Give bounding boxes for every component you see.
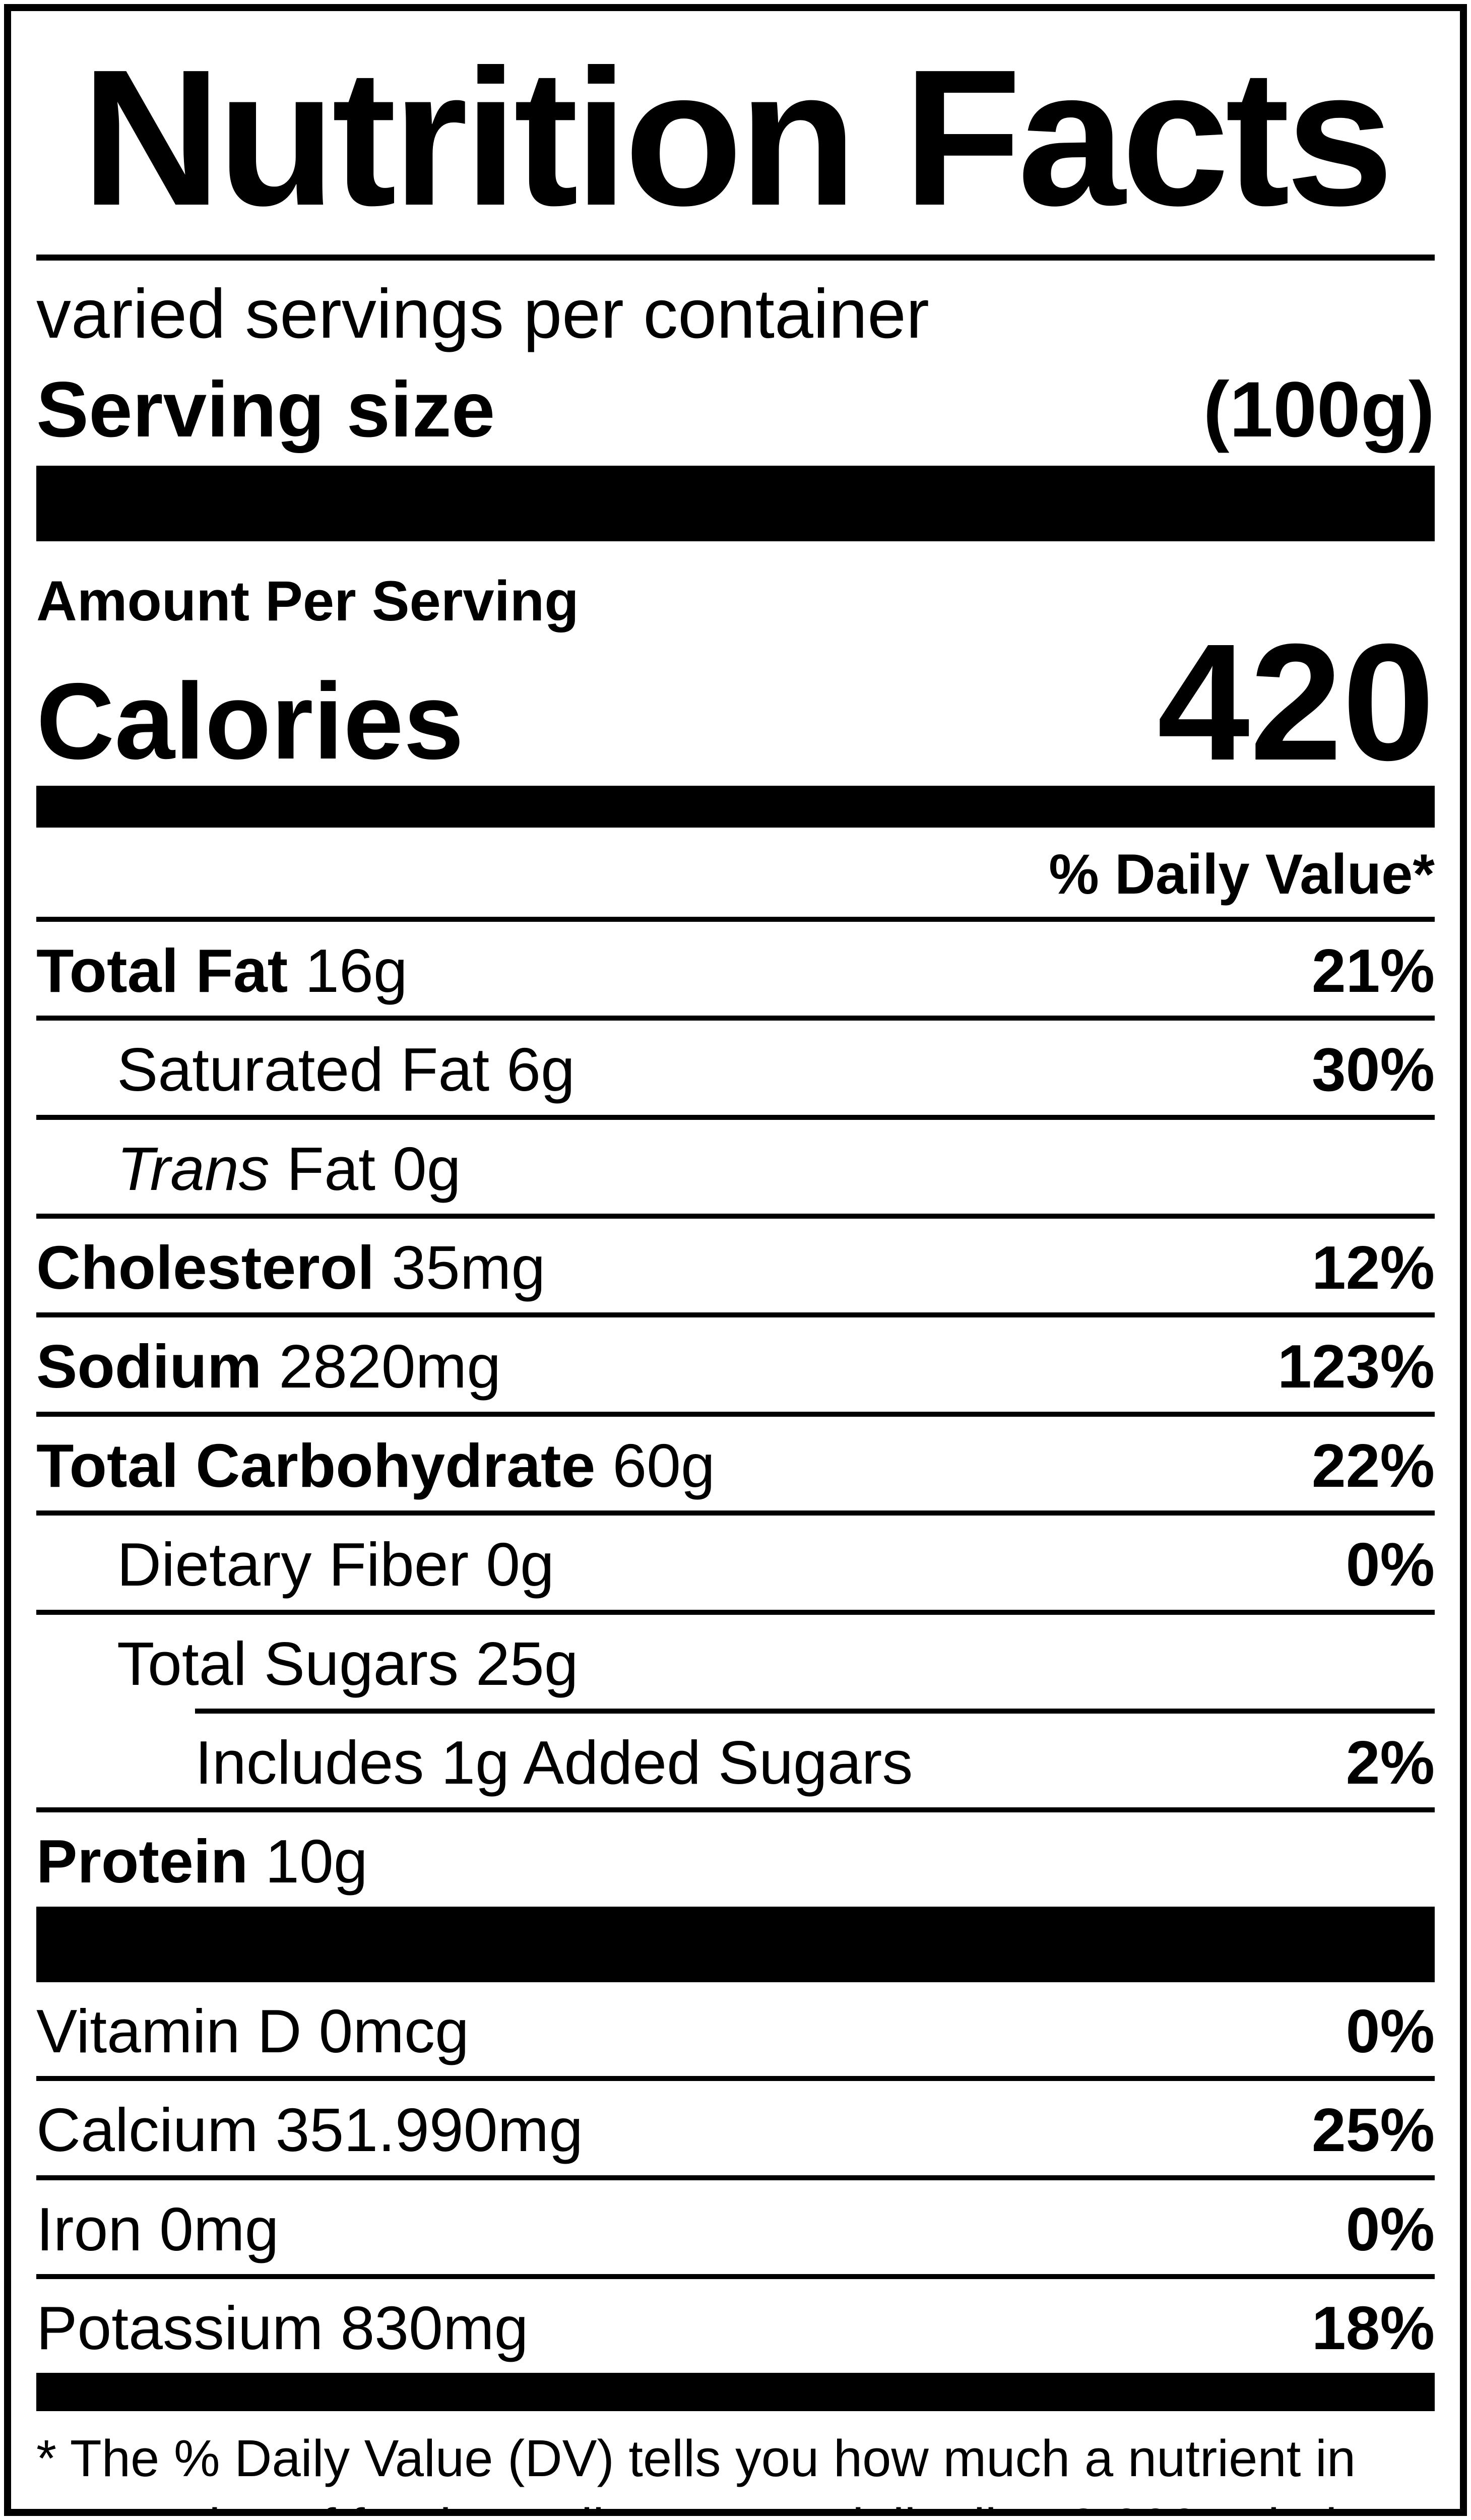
title-divider xyxy=(36,254,1435,261)
nutrition-facts-label: Nutrition Facts varied servings per cont… xyxy=(4,4,1467,2516)
nutrient-name: Sodium 2820mg xyxy=(36,1332,501,1401)
footnote-line: a serving of food contributes to a daily… xyxy=(36,2493,1435,2509)
nutrient-amount: 351.990mg xyxy=(258,2096,584,2165)
section-bar-serving xyxy=(36,465,1435,541)
footnote: * The % Daily Value (DV) tells you how m… xyxy=(36,2424,1435,2509)
nutrient-rows: Total Fat 16g 21% Saturated Fat 6g 30% Trans… xyxy=(36,916,1435,1907)
nutrient-row: Includes 1g Added Sugars 2% xyxy=(36,1714,1435,1807)
row-divider xyxy=(36,1609,1435,1615)
nutrient-amount: 830mg xyxy=(323,2293,529,2362)
nutrient-amount: 60g xyxy=(595,1431,715,1500)
nutrient-row: Sodium 2820mg 123% xyxy=(36,1317,1435,1411)
nutrient-name: Total Sugars 25g xyxy=(117,1629,579,1698)
nutrient-name: Cholesterol 35mg xyxy=(36,1233,546,1302)
calories-value: 420 xyxy=(1157,608,1435,795)
servings-per-container: varied servings per container xyxy=(36,275,929,353)
nutrient-row: Total Carbohydrate 60g 22% xyxy=(36,1417,1435,1510)
nutrient-dv: 0% xyxy=(1346,1996,1435,2065)
amount-per-serving: Amount Per Serving xyxy=(36,569,579,633)
nutrient-dv: 22% xyxy=(1311,1431,1435,1500)
nutrient-amount: 25g xyxy=(459,1629,579,1698)
serving-size-label: Serving size xyxy=(36,366,495,454)
calories-row: Calories 420 xyxy=(36,608,1435,795)
nutrient-name: Calcium 351.990mg xyxy=(36,2096,584,2165)
nutrient-dv: 0% xyxy=(1346,2194,1435,2263)
row-divider xyxy=(36,2076,1435,2082)
nutrient-name: Includes 1g Added Sugars xyxy=(195,1728,913,1797)
row-divider xyxy=(36,916,1435,922)
row-divider xyxy=(36,1312,1435,1318)
row-divider xyxy=(195,1708,1435,1714)
nutrient-amount: 2820mg xyxy=(262,1332,501,1401)
row-divider xyxy=(36,1411,1435,1417)
micronutrient-rows: Vitamin D 0mcg 0% Calcium 351.990mg 25% Iron… xyxy=(36,1982,1435,2373)
row-divider xyxy=(36,2274,1435,2279)
nutrient-name: Trans Fat 0g xyxy=(117,1134,461,1203)
daily-value-header: % Daily Value* xyxy=(1049,843,1435,906)
nutrient-amount: 0mcg xyxy=(301,1996,469,2065)
nutrient-name: Dietary Fiber 0g xyxy=(117,1530,554,1599)
nutrient-dv: 21% xyxy=(1311,936,1435,1005)
nutrient-amount: 0g xyxy=(469,1530,554,1599)
nutrient-row: Saturated Fat 6g 30% xyxy=(36,1021,1435,1114)
nutrient-name: Protein 10g xyxy=(36,1827,368,1896)
nutrient-row: Trans Fat 0g xyxy=(36,1120,1435,1214)
nutrient-amount: 0g xyxy=(375,1134,461,1203)
calories-label: Calories xyxy=(36,660,464,782)
nutrient-name: Iron 0mg xyxy=(36,2194,279,2263)
row-divider xyxy=(36,1807,1435,1813)
nutrient-name: Total Carbohydrate 60g xyxy=(36,1431,715,1500)
section-bar-protein xyxy=(36,1906,1435,1982)
nutrient-name: Vitamin D 0mcg xyxy=(36,1996,469,2065)
row-divider xyxy=(36,1213,1435,1219)
nutrient-row: Potassium 830mg 18% xyxy=(36,2279,1435,2373)
nutrient-dv: 25% xyxy=(1311,2096,1435,2165)
nutrient-row: Calcium 351.990mg 25% xyxy=(36,2081,1435,2175)
nutrient-dv: 12% xyxy=(1311,1233,1435,1302)
nutrient-amount: 10g xyxy=(248,1827,368,1896)
section-bar-calories xyxy=(36,786,1435,828)
serving-size-value: (100g) xyxy=(1203,366,1435,454)
nutrient-name: Saturated Fat 6g xyxy=(117,1035,575,1104)
row-divider xyxy=(36,2175,1435,2180)
nutrient-row: Total Sugars 25g xyxy=(36,1615,1435,1709)
nutrient-row: Dietary Fiber 0g 0% xyxy=(36,1516,1435,1609)
row-divider xyxy=(36,1114,1435,1120)
nutrient-row: Iron 0mg 0% xyxy=(36,2180,1435,2274)
footnote-line: * The % Daily Value (DV) tells you how m… xyxy=(36,2429,1356,2488)
nutrient-row: Protein 10g xyxy=(36,1812,1435,1906)
nutrient-dv: 30% xyxy=(1311,1035,1435,1104)
nutrient-dv: 123% xyxy=(1277,1332,1435,1401)
nutrient-amount: 6g xyxy=(489,1035,575,1104)
nutrient-row: Vitamin D 0mcg 0% xyxy=(36,1982,1435,2076)
label-title: Nutrition Facts xyxy=(81,29,1393,246)
nutrient-row: Total Fat 16g 21% xyxy=(36,922,1435,1016)
nutrient-name: Total Fat 16g xyxy=(36,936,408,1005)
nutrient-dv: 18% xyxy=(1311,2293,1435,2362)
row-divider xyxy=(36,1016,1435,1021)
serving-size-row: Serving size (100g) xyxy=(36,363,1435,465)
nutrient-dv: 0% xyxy=(1346,1530,1435,1599)
nutrient-amount: 0mg xyxy=(142,2194,279,2263)
section-bar-minerals xyxy=(36,2373,1435,2412)
nutrient-dv: 2% xyxy=(1346,1728,1435,1797)
nutrient-amount: 35mg xyxy=(374,1233,546,1302)
nutrient-name: Potassium 830mg xyxy=(36,2293,529,2362)
nutrient-row: Cholesterol 35mg 12% xyxy=(36,1219,1435,1312)
nutrient-amount: 16g xyxy=(288,936,408,1005)
row-divider xyxy=(36,1510,1435,1516)
